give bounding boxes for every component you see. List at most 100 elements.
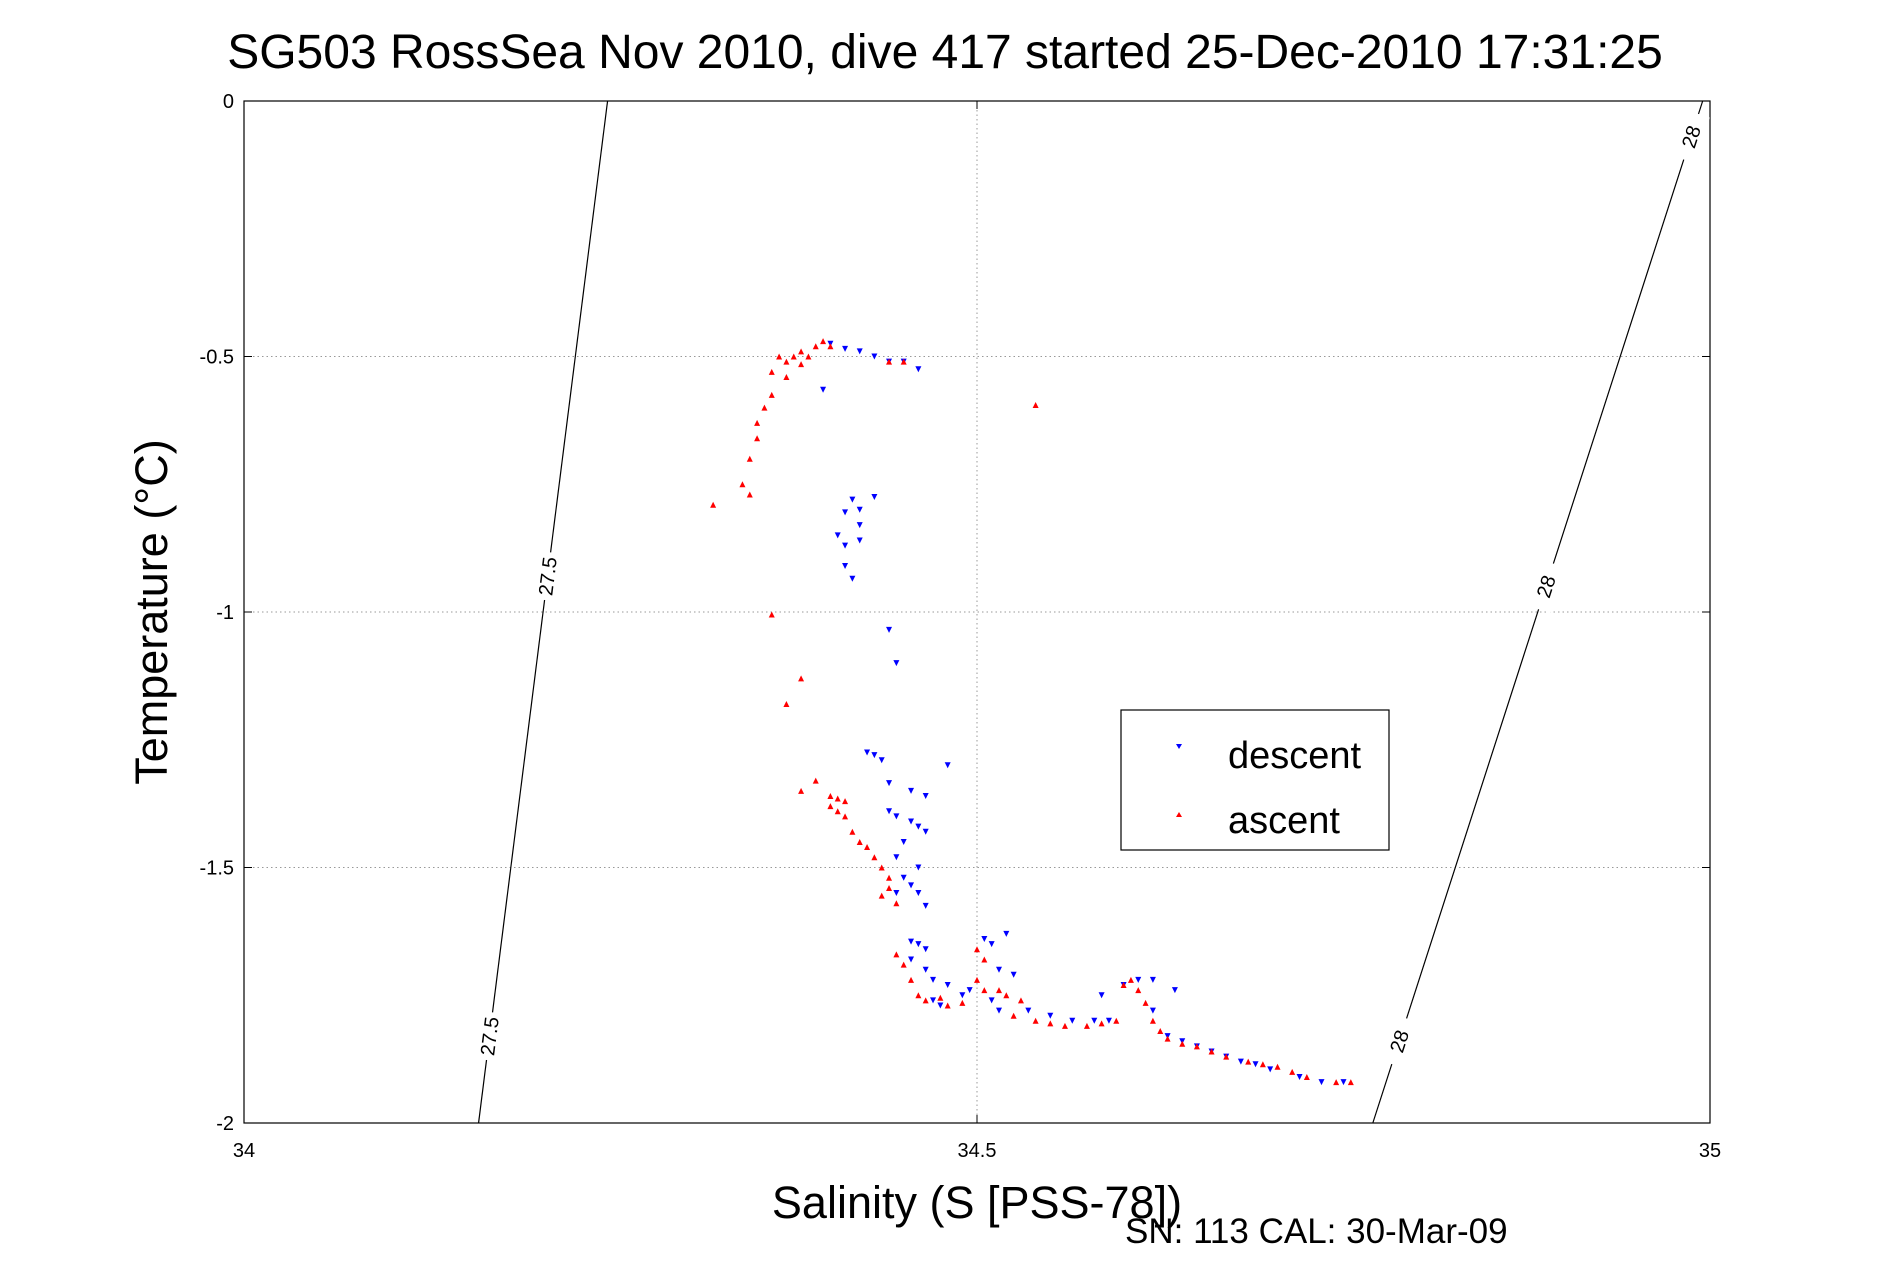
- descent-point: [930, 997, 937, 1004]
- ascent-point: [798, 348, 805, 355]
- ascent-point: [886, 358, 893, 365]
- ascent-point: [886, 874, 893, 881]
- descent-point: [908, 938, 915, 945]
- ascent-point: [1032, 1017, 1039, 1024]
- footer-serial-calibration: SN: 113 CAL: 30-Mar-09: [1125, 1212, 1508, 1251]
- y-axis-label: Temperature (°C): [126, 439, 177, 785]
- ascent-point: [864, 844, 871, 851]
- descent-point: [893, 660, 900, 667]
- ascent-point: [1274, 1063, 1281, 1070]
- ascent-point: [1149, 1017, 1156, 1024]
- descent-point: [922, 966, 929, 973]
- ascent-point: [1010, 1012, 1017, 1019]
- ascent-point: [827, 792, 834, 799]
- contour-line: [1372, 100, 1704, 1124]
- descent-point: [886, 808, 893, 815]
- contour-label-background: [1380, 1014, 1418, 1068]
- axis-ticks: 34 34.5 35 0 -0.5 -1 -1.5 -2: [200, 91, 1722, 1162]
- descent-point: [893, 854, 900, 861]
- grid-lines: [244, 101, 1710, 1123]
- ascent-point: [856, 838, 863, 845]
- ascent-point: [820, 338, 827, 345]
- ascent-point: [1333, 1079, 1340, 1086]
- descent-point: [966, 987, 973, 994]
- ascent-point: [1135, 987, 1142, 994]
- chart-title: SG503 RossSea Nov 2010, dive 417 started…: [227, 26, 1663, 79]
- ascent-point: [849, 828, 856, 835]
- contour-label-background: [474, 1010, 505, 1062]
- descent-point: [900, 874, 907, 881]
- data-points: [710, 338, 1354, 1086]
- descent-point: [849, 575, 856, 582]
- legend: descent ascent: [1120, 709, 1390, 851]
- descent-point: [908, 882, 915, 889]
- descent-point: [959, 992, 966, 999]
- ascent-point: [974, 976, 980, 983]
- descent-point: [842, 542, 849, 549]
- descent-point: [1091, 1017, 1098, 1024]
- descent-point: [886, 626, 893, 633]
- descent-point: [842, 509, 849, 516]
- ascent-point: [937, 994, 944, 1001]
- x-tick-label: 35: [1699, 1140, 1721, 1162]
- descent-point: [886, 780, 893, 787]
- contour-label-background: [532, 550, 563, 602]
- ascent-point: [1120, 982, 1127, 989]
- x-tick-label: 34.5: [958, 1140, 997, 1162]
- ascent-point: [1179, 1040, 1186, 1047]
- x-tick-label: 34: [233, 1140, 255, 1162]
- descent-point: [871, 494, 878, 501]
- ascent-point: [944, 1002, 951, 1009]
- descent-point: [856, 537, 863, 544]
- ascent-point: [768, 368, 775, 375]
- descent-point: [842, 563, 849, 570]
- contour-label-background: [1672, 110, 1710, 164]
- ascent-point: [812, 777, 819, 784]
- ascent-point: [710, 501, 717, 508]
- ascent-point: [790, 353, 797, 360]
- descent-point: [981, 936, 988, 943]
- descent-point: [1318, 1079, 1325, 1086]
- descent-point: [908, 956, 915, 963]
- descent-point: [1098, 992, 1105, 999]
- legend-ascent-marker: [1176, 812, 1182, 817]
- contour-label: 27.5: [477, 1016, 504, 1057]
- ascent-point: [1259, 1061, 1266, 1068]
- ascent-point: [908, 976, 915, 983]
- ascent-point: [995, 987, 1002, 994]
- descent-point: [915, 366, 922, 373]
- descent-point: [1171, 987, 1178, 994]
- descent-point: [900, 838, 907, 845]
- y-tick-label: -2: [216, 1113, 234, 1135]
- ascent-point: [959, 999, 966, 1006]
- descent-point: [944, 762, 951, 769]
- ascent-point: [1098, 1020, 1105, 1027]
- descent-point: [1069, 1017, 1076, 1024]
- descent-point: [856, 348, 863, 355]
- descent-point: [915, 823, 922, 830]
- ascent-point: [900, 961, 907, 968]
- ascent-point: [981, 987, 988, 994]
- descent-point: [864, 749, 871, 756]
- ascent-point: [1061, 1022, 1068, 1029]
- descent-point: [1047, 1012, 1054, 1019]
- ascent-point: [798, 675, 805, 682]
- descent-point: [878, 757, 885, 764]
- ascent-point: [981, 956, 988, 963]
- contour-label: 27.5: [535, 556, 562, 597]
- descent-point: [1003, 930, 1010, 937]
- descent-point: [908, 818, 915, 825]
- ascent-point: [1113, 1017, 1120, 1024]
- ascent-point: [768, 391, 775, 398]
- ascent-point: [893, 900, 900, 907]
- legend-box: [1120, 709, 1390, 851]
- descent-point: [922, 902, 929, 909]
- descent-point: [922, 946, 929, 953]
- ascent-point: [768, 611, 775, 618]
- descent-point: [871, 353, 878, 360]
- descent-point: [849, 496, 856, 503]
- descent-point: [995, 1007, 1002, 1014]
- ascent-point: [893, 951, 900, 958]
- ascent-point: [974, 946, 980, 953]
